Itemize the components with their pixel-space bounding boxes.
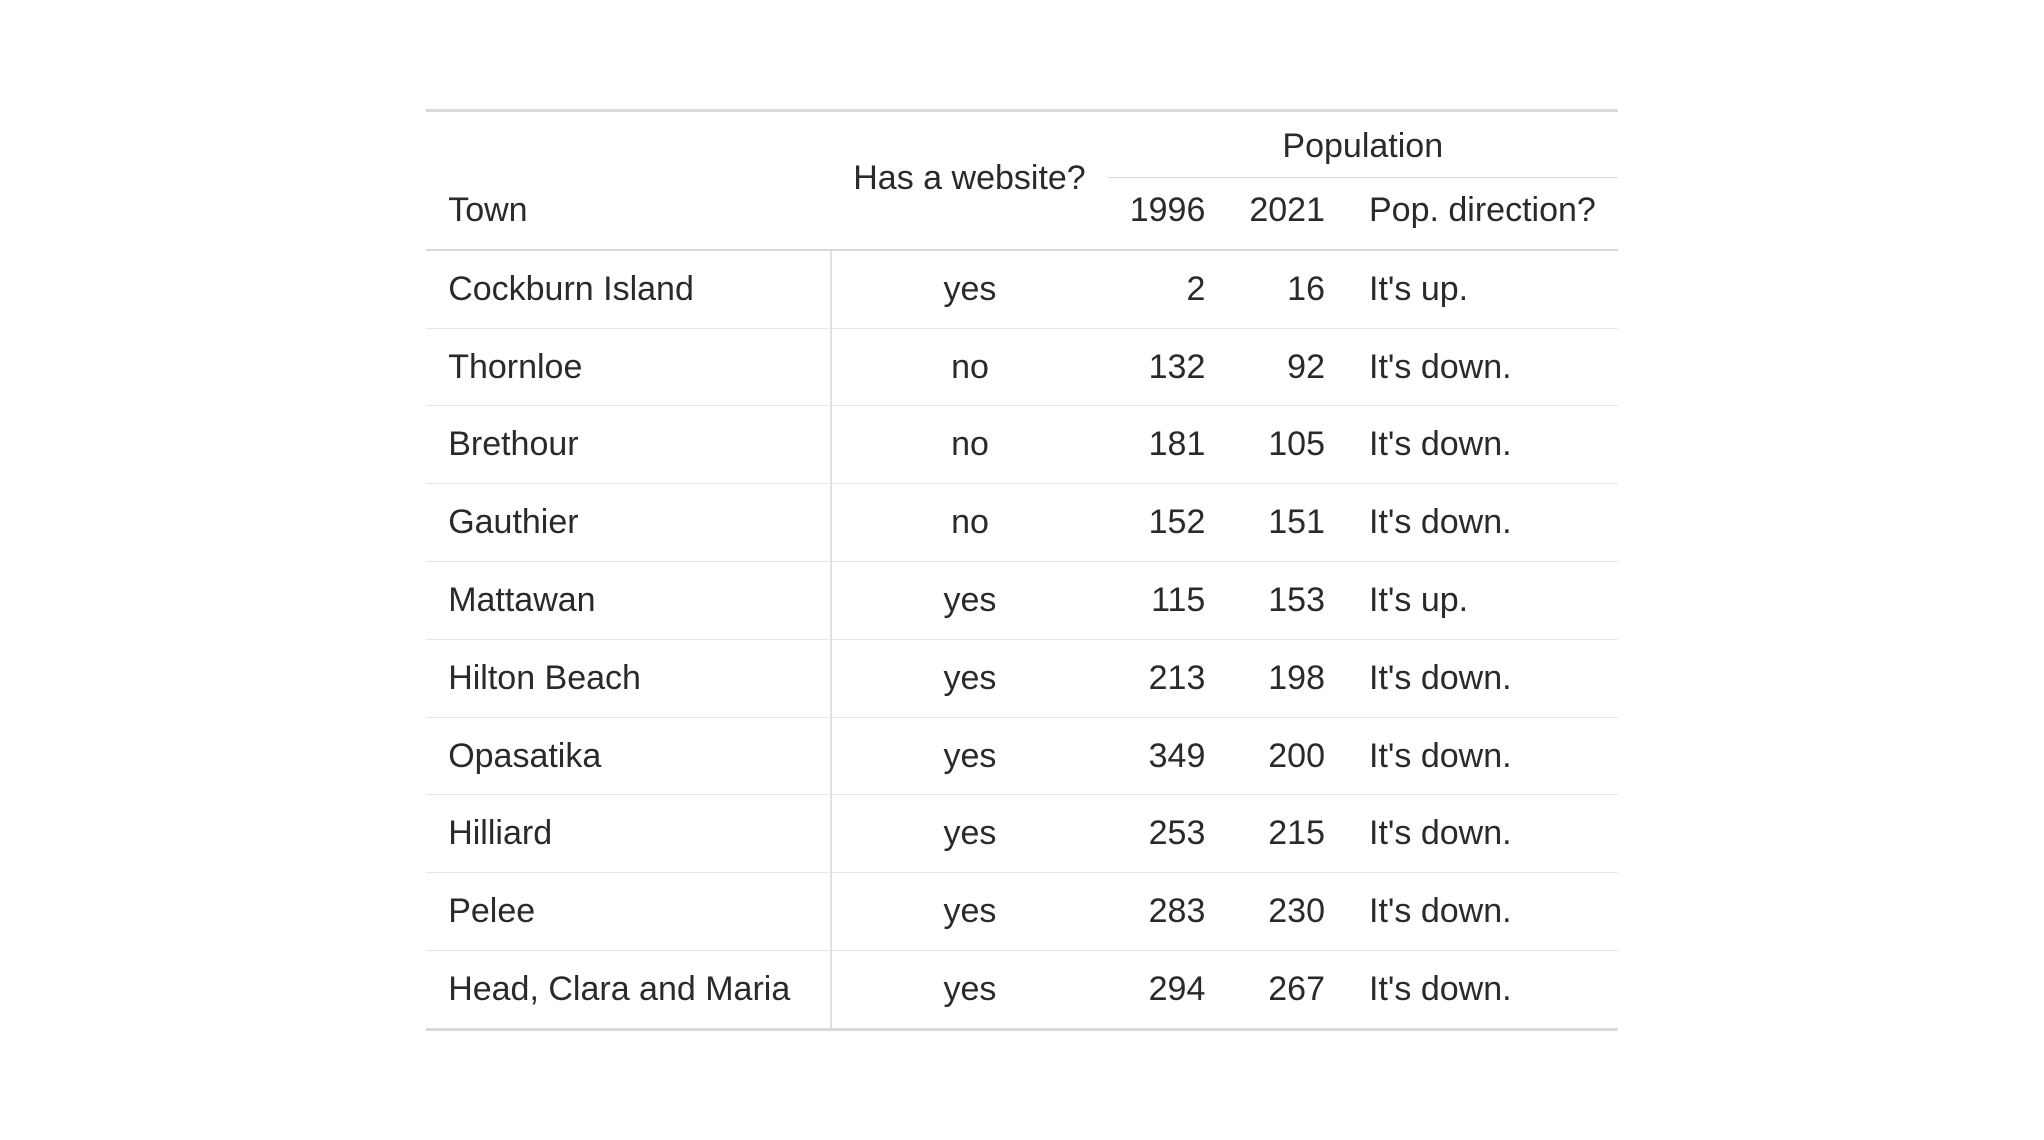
cell-pop-1996: 152 xyxy=(1108,484,1228,562)
cell-town: Brethour xyxy=(426,406,831,484)
cell-town: Gauthier xyxy=(426,484,831,562)
table-row: Gauthierno152151It's down. xyxy=(426,484,1618,562)
col-header-town: Town xyxy=(426,111,831,250)
table-row: Hilliardyes253215It's down. xyxy=(426,795,1618,873)
cell-direction: It's down. xyxy=(1347,795,1618,873)
col-header-2021: 2021 xyxy=(1227,178,1347,250)
cell-direction: It's down. xyxy=(1347,328,1618,406)
cell-pop-1996: 2 xyxy=(1108,250,1228,328)
cell-website: yes xyxy=(831,562,1107,640)
cell-pop-1996: 181 xyxy=(1108,406,1228,484)
cell-pop-1996: 115 xyxy=(1108,562,1228,640)
cell-pop-2021: 151 xyxy=(1227,484,1347,562)
cell-website: yes xyxy=(831,795,1107,873)
col-header-1996: 1996 xyxy=(1108,178,1228,250)
cell-pop-2021: 215 xyxy=(1227,795,1347,873)
table-row: Cockburn Islandyes216It's up. xyxy=(426,250,1618,328)
cell-town: Opasatika xyxy=(426,717,831,795)
cell-pop-2021: 230 xyxy=(1227,873,1347,951)
cell-website: yes xyxy=(831,639,1107,717)
cell-pop-2021: 200 xyxy=(1227,717,1347,795)
cell-direction: It's down. xyxy=(1347,717,1618,795)
cell-direction: It's down. xyxy=(1347,406,1618,484)
cell-pop-1996: 294 xyxy=(1108,950,1228,1029)
cell-town: Cockburn Island xyxy=(426,250,831,328)
cell-website: yes xyxy=(831,250,1107,328)
table-row: Mattawanyes115153It's up. xyxy=(426,562,1618,640)
table-row: Head, Clara and Mariayes294267It's down. xyxy=(426,950,1618,1029)
cell-pop-2021: 92 xyxy=(1227,328,1347,406)
cell-website: yes xyxy=(831,873,1107,951)
cell-direction: It's up. xyxy=(1347,250,1618,328)
cell-direction: It's down. xyxy=(1347,484,1618,562)
cell-website: no xyxy=(831,484,1107,562)
cell-pop-2021: 267 xyxy=(1227,950,1347,1029)
table-row: Hilton Beachyes213198It's down. xyxy=(426,639,1618,717)
table-row: Peleeyes283230It's down. xyxy=(426,873,1618,951)
cell-pop-1996: 132 xyxy=(1108,328,1228,406)
cell-direction: It's down. xyxy=(1347,950,1618,1029)
table-row: Opasatikayes349200It's down. xyxy=(426,717,1618,795)
cell-website: yes xyxy=(831,717,1107,795)
col-group-population: Population xyxy=(1108,111,1618,178)
cell-website: no xyxy=(831,328,1107,406)
cell-pop-2021: 105 xyxy=(1227,406,1347,484)
col-header-direction: Pop. direction? xyxy=(1347,178,1618,250)
cell-pop-2021: 198 xyxy=(1227,639,1347,717)
col-header-website: Has a website? xyxy=(831,111,1107,250)
table-body: Cockburn Islandyes216It's up.Thornloeno1… xyxy=(426,250,1618,1029)
cell-town: Thornloe xyxy=(426,328,831,406)
cell-pop-1996: 253 xyxy=(1108,795,1228,873)
cell-pop-2021: 16 xyxy=(1227,250,1347,328)
table-row: Brethourno181105It's down. xyxy=(426,406,1618,484)
cell-town: Head, Clara and Maria xyxy=(426,950,831,1029)
table-row: Thornloeno13292It's down. xyxy=(426,328,1618,406)
cell-website: no xyxy=(831,406,1107,484)
cell-pop-1996: 213 xyxy=(1108,639,1228,717)
cell-website: yes xyxy=(831,950,1107,1029)
cell-pop-2021: 153 xyxy=(1227,562,1347,640)
cell-direction: It's down. xyxy=(1347,639,1618,717)
cell-town: Hilton Beach xyxy=(426,639,831,717)
cell-pop-1996: 283 xyxy=(1108,873,1228,951)
cell-town: Mattawan xyxy=(426,562,831,640)
cell-direction: It's up. xyxy=(1347,562,1618,640)
population-table: Town Has a website? Population 1996 2021… xyxy=(426,109,1618,1031)
cell-pop-1996: 349 xyxy=(1108,717,1228,795)
cell-town: Pelee xyxy=(426,873,831,951)
cell-direction: It's down. xyxy=(1347,873,1618,951)
cell-town: Hilliard xyxy=(426,795,831,873)
